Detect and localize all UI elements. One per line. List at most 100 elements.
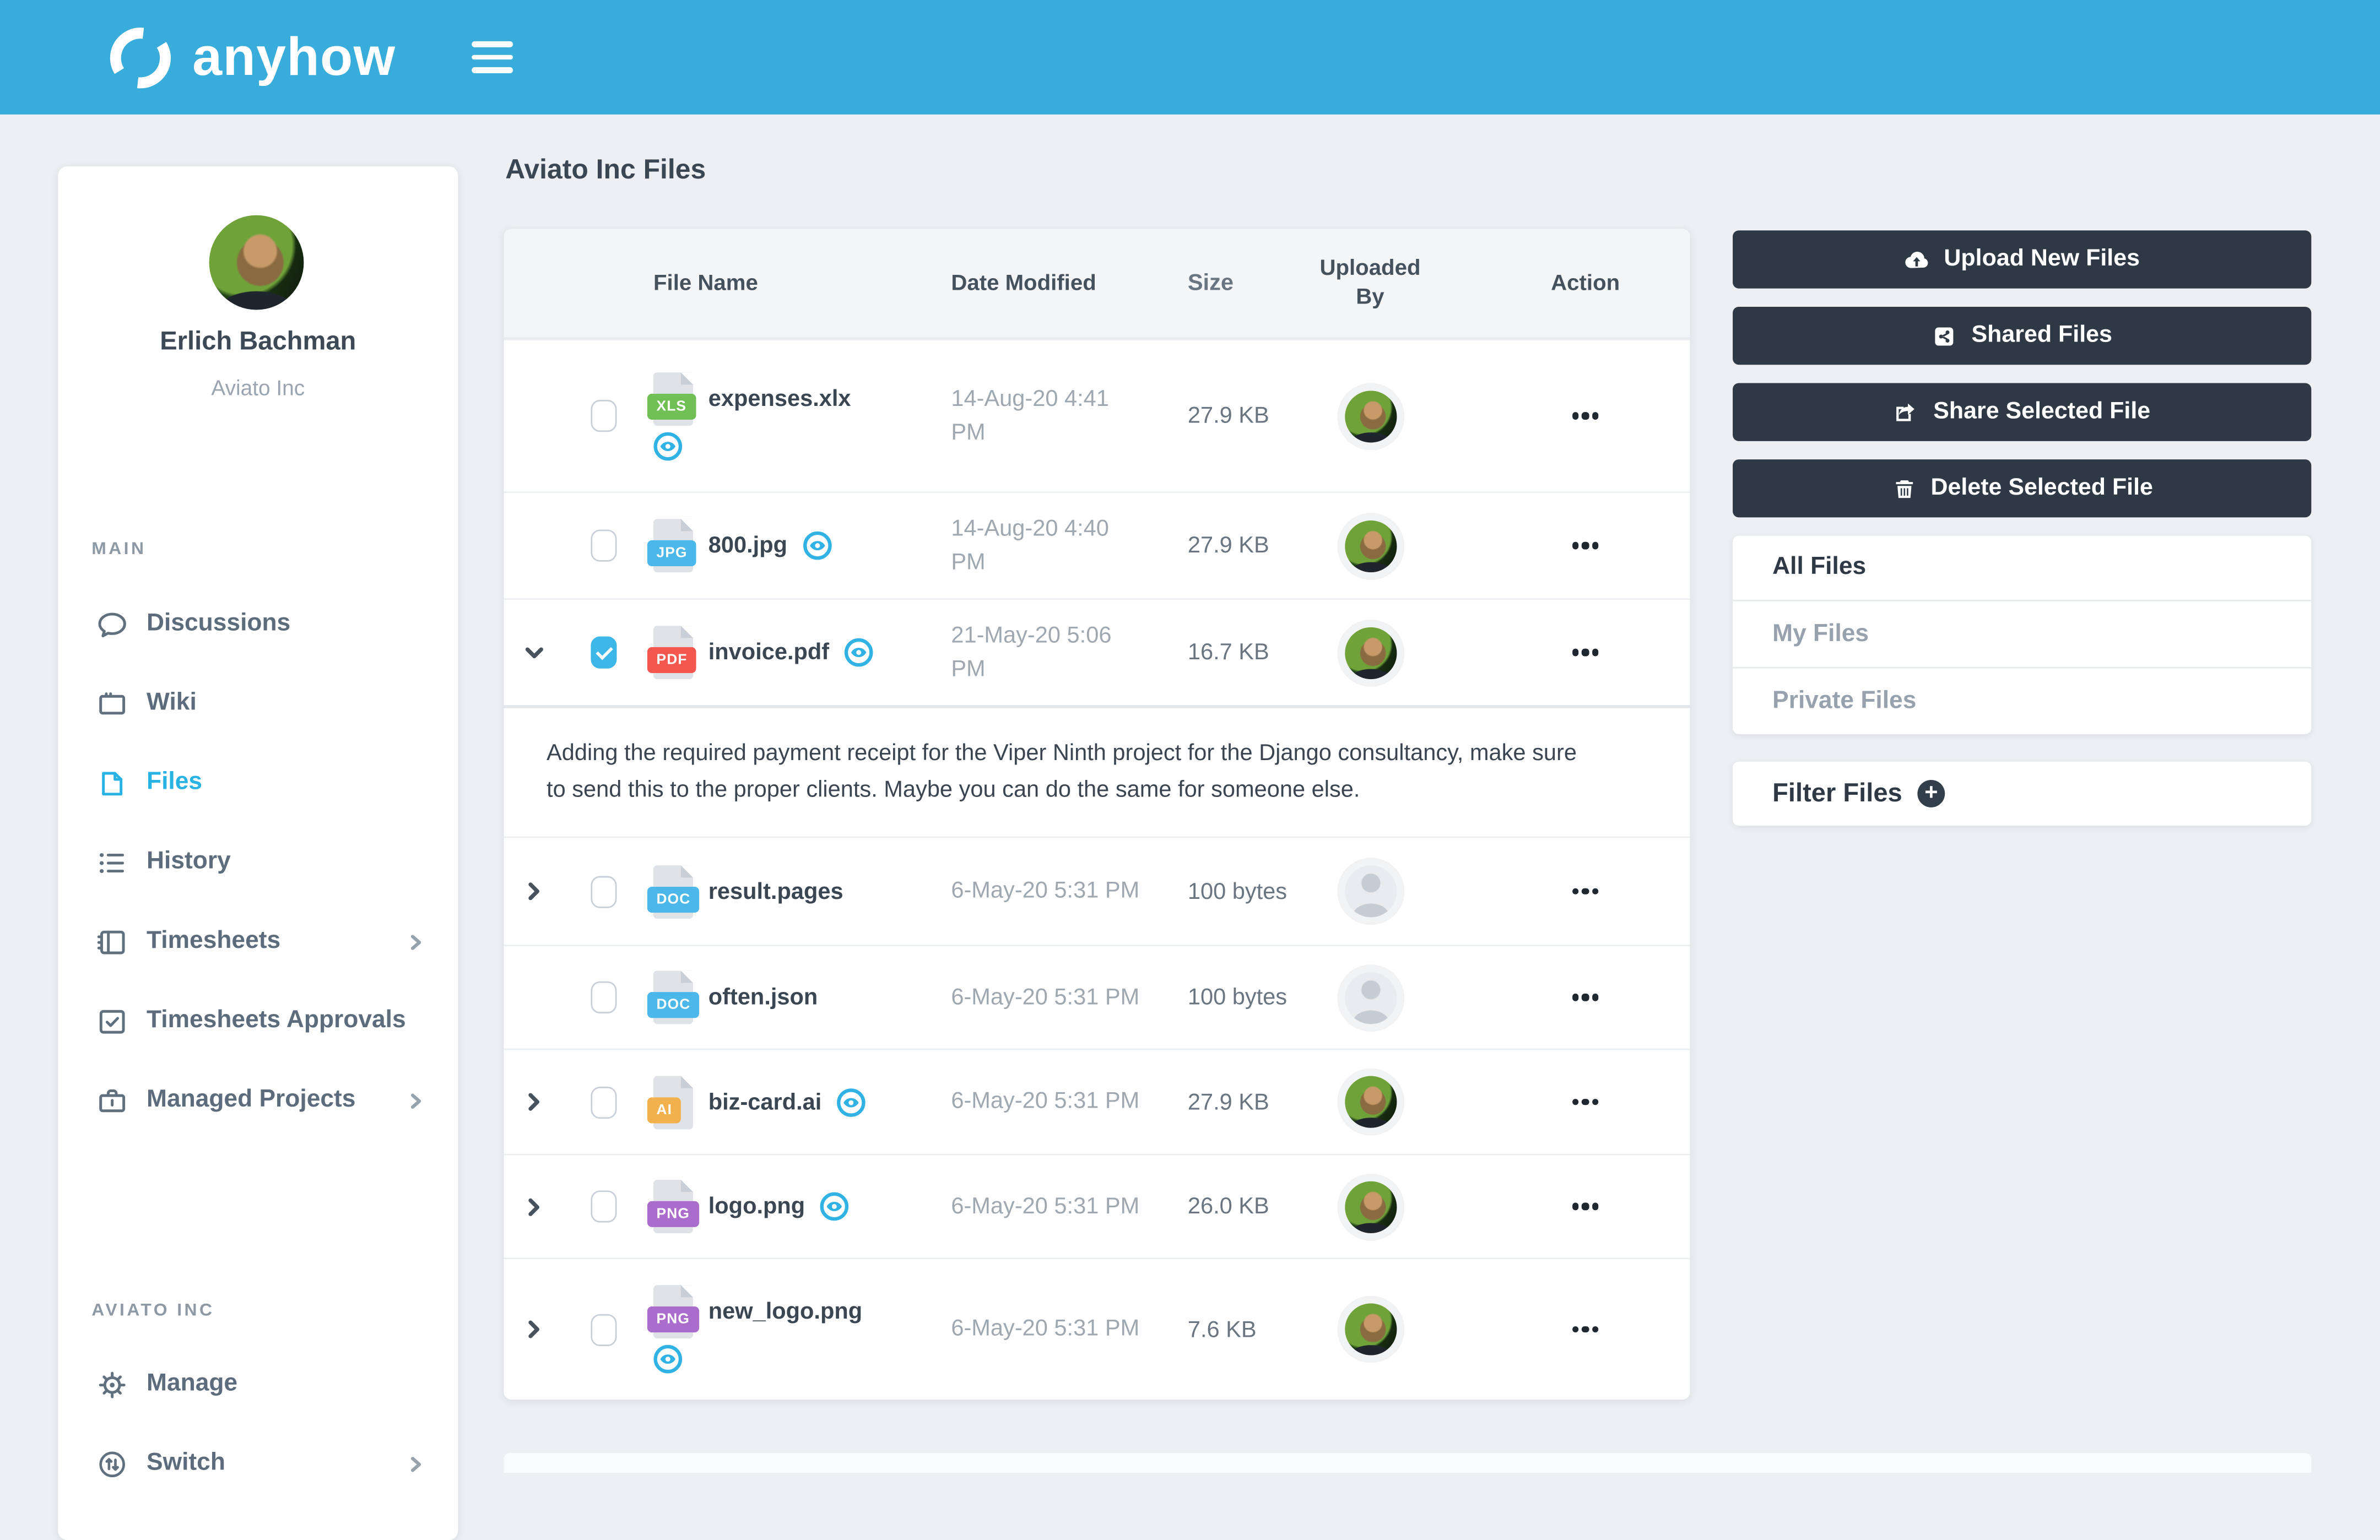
row-checkbox[interactable] (589, 1190, 616, 1223)
chevron-right-icon[interactable] (523, 1196, 545, 1217)
hamburger-icon[interactable] (472, 41, 513, 73)
sidebar-item-label: Switch (147, 1450, 225, 1476)
sidebar-item-history[interactable]: History (58, 823, 458, 902)
file-size: 100 bytes (1187, 984, 1288, 1011)
file-size: 26.0 KB (1187, 1193, 1269, 1220)
more-actions-icon[interactable] (1566, 1317, 1605, 1342)
file-name[interactable]: often.json (708, 984, 818, 1011)
preview-eye-icon[interactable] (653, 431, 683, 460)
file-name[interactable]: invoice.pdf (708, 639, 830, 666)
sidebar-item-label: History (147, 848, 231, 875)
share-selected-file-button[interactable]: Share Selected File (1733, 383, 2312, 441)
sidebar-item-switch[interactable]: Switch (58, 1424, 458, 1503)
gear-icon (96, 1368, 128, 1400)
uploader-avatar-placeholder (1344, 865, 1397, 918)
file-name[interactable]: 800.jpg (708, 533, 787, 559)
file-name[interactable]: expenses.xlx (708, 385, 851, 411)
file-type-icon: XLS (647, 371, 696, 425)
preview-eye-icon[interactable] (820, 1192, 850, 1221)
file-name[interactable]: result.pages (708, 878, 843, 904)
table-row-selected: PDF invoice.pdf 21-May-20 5:06 PM 16.7 K… (504, 598, 1690, 706)
file-type-icon: PNG (647, 1285, 699, 1339)
chevron-right-icon[interactable] (523, 881, 545, 902)
row-checkbox[interactable] (589, 875, 616, 908)
sidebar-item-timesheets-approvals[interactable]: Timesheets Approvals (58, 982, 458, 1061)
file-name[interactable]: new_logo.png (708, 1299, 863, 1325)
filter-files-button[interactable]: Filter Files + (1733, 761, 2312, 826)
view-my-files[interactable]: My Files (1733, 600, 2312, 667)
row-checkbox[interactable] (589, 1086, 616, 1118)
file-type-icon: DOC (647, 864, 700, 918)
approvals-icon (96, 1005, 128, 1037)
user-name: Erlich Bachman (160, 326, 356, 356)
more-actions-icon[interactable] (1566, 404, 1605, 429)
file-name[interactable]: logo.png (708, 1193, 805, 1220)
preview-eye-icon[interactable] (653, 1344, 683, 1374)
more-actions-icon[interactable] (1566, 879, 1605, 904)
uploader-avatar (1344, 1180, 1397, 1233)
file-view-filters: All Files My Files Private Files (1733, 535, 2312, 734)
plus-circle-icon: + (1917, 779, 1945, 807)
uploader-avatar (1344, 626, 1397, 679)
more-actions-icon[interactable] (1566, 1194, 1605, 1219)
brand-logo[interactable]: anyhow (105, 22, 396, 92)
sidebar-item-wiki[interactable]: Wiki (58, 664, 458, 743)
row-checkbox[interactable] (589, 400, 616, 432)
sidebar-item-manage[interactable]: Manage (58, 1344, 458, 1424)
uploader-avatar (1344, 1076, 1397, 1128)
view-all-files[interactable]: All Files (1772, 554, 1867, 580)
more-actions-icon[interactable] (1566, 1089, 1605, 1114)
more-actions-icon[interactable] (1566, 533, 1605, 558)
right-panel: Upload New Files Shared Files Share Sele… (1733, 230, 2312, 826)
discussions-icon (96, 608, 128, 640)
row-checkbox[interactable] (589, 981, 616, 1013)
table-row: XLS expenses.xlx 14-Aug-20 4:41 PM 27.9 … (504, 339, 1690, 492)
chevron-down-icon[interactable] (523, 642, 545, 663)
sidebar-item-label: Timesheets Approvals (147, 1007, 406, 1033)
sidebar-nav-main: Discussions Wiki Files History Timesheet… (58, 584, 458, 1140)
table-row: JPG 800.jpg 14-Aug-20 4:40 PM 27.9 KB (504, 491, 1690, 599)
top-bar: anyhow (0, 0, 2380, 115)
file-name[interactable]: biz-card.ai (708, 1089, 822, 1115)
delete-selected-file-button[interactable]: Delete Selected File (1733, 459, 2312, 518)
table-row: PNG logo.png 6-May-20 5:31 PM 26.0 KB (504, 1153, 1690, 1258)
user-avatar[interactable] (209, 215, 304, 310)
sidebar-section-main: MAIN (91, 540, 147, 559)
share-icon (1894, 399, 1919, 425)
col-uploaded-by: Uploaded By (1319, 256, 1421, 310)
app: anyhow Erlich Bachman Aviato Inc MAIN Di… (0, 0, 2380, 1473)
shared-files-button[interactable]: Shared Files (1733, 306, 2312, 365)
preview-eye-icon[interactable] (803, 531, 832, 560)
sidebar-item-managed-projects[interactable]: Managed Projects (58, 1061, 458, 1140)
sidebar-item-label: Timesheets (147, 928, 281, 954)
sidebar-item-discussions[interactable]: Discussions (58, 584, 458, 664)
table-row: PNG new_logo.png 6-May-20 5:31 PM 7.6 KB (504, 1257, 1690, 1400)
date-modified: 6-May-20 5:31 PM (951, 1315, 1140, 1342)
sidebar-section-aviato: AVIATO INC (91, 1302, 215, 1320)
upload-new-files-button[interactable]: Upload New Files (1733, 230, 2312, 289)
file-type-icon: JPG (647, 519, 697, 573)
more-actions-icon[interactable] (1566, 640, 1605, 665)
sidebar-item-timesheets[interactable]: Timesheets (58, 902, 458, 982)
row-checkbox-checked[interactable] (589, 636, 616, 669)
date-modified: 6-May-20 5:31 PM (951, 877, 1140, 904)
brand-logo-icon (105, 22, 175, 92)
view-private-files[interactable]: Private Files (1733, 666, 2312, 734)
chevron-right-icon (408, 933, 424, 950)
file-size: 27.9 KB (1187, 1089, 1269, 1115)
file-size: 16.7 KB (1187, 639, 1269, 666)
sidebar-item-label: Manage (147, 1370, 238, 1397)
chevron-right-icon[interactable] (523, 1319, 545, 1340)
preview-eye-icon[interactable] (837, 1087, 866, 1116)
preview-eye-icon[interactable] (845, 638, 874, 667)
row-checkbox[interactable] (589, 1313, 616, 1346)
file-size: 27.9 KB (1187, 403, 1269, 429)
chevron-right-icon[interactable] (523, 1091, 545, 1113)
sidebar-item-files[interactable]: Files (58, 743, 458, 822)
col-action: Action (1551, 270, 1620, 296)
file-type-icon: PDF (647, 626, 697, 680)
file-size: 7.6 KB (1187, 1316, 1257, 1343)
more-actions-icon[interactable] (1566, 985, 1605, 1010)
row-checkbox[interactable] (589, 529, 616, 562)
date-modified: 21-May-20 5:06 PM (951, 622, 1112, 682)
